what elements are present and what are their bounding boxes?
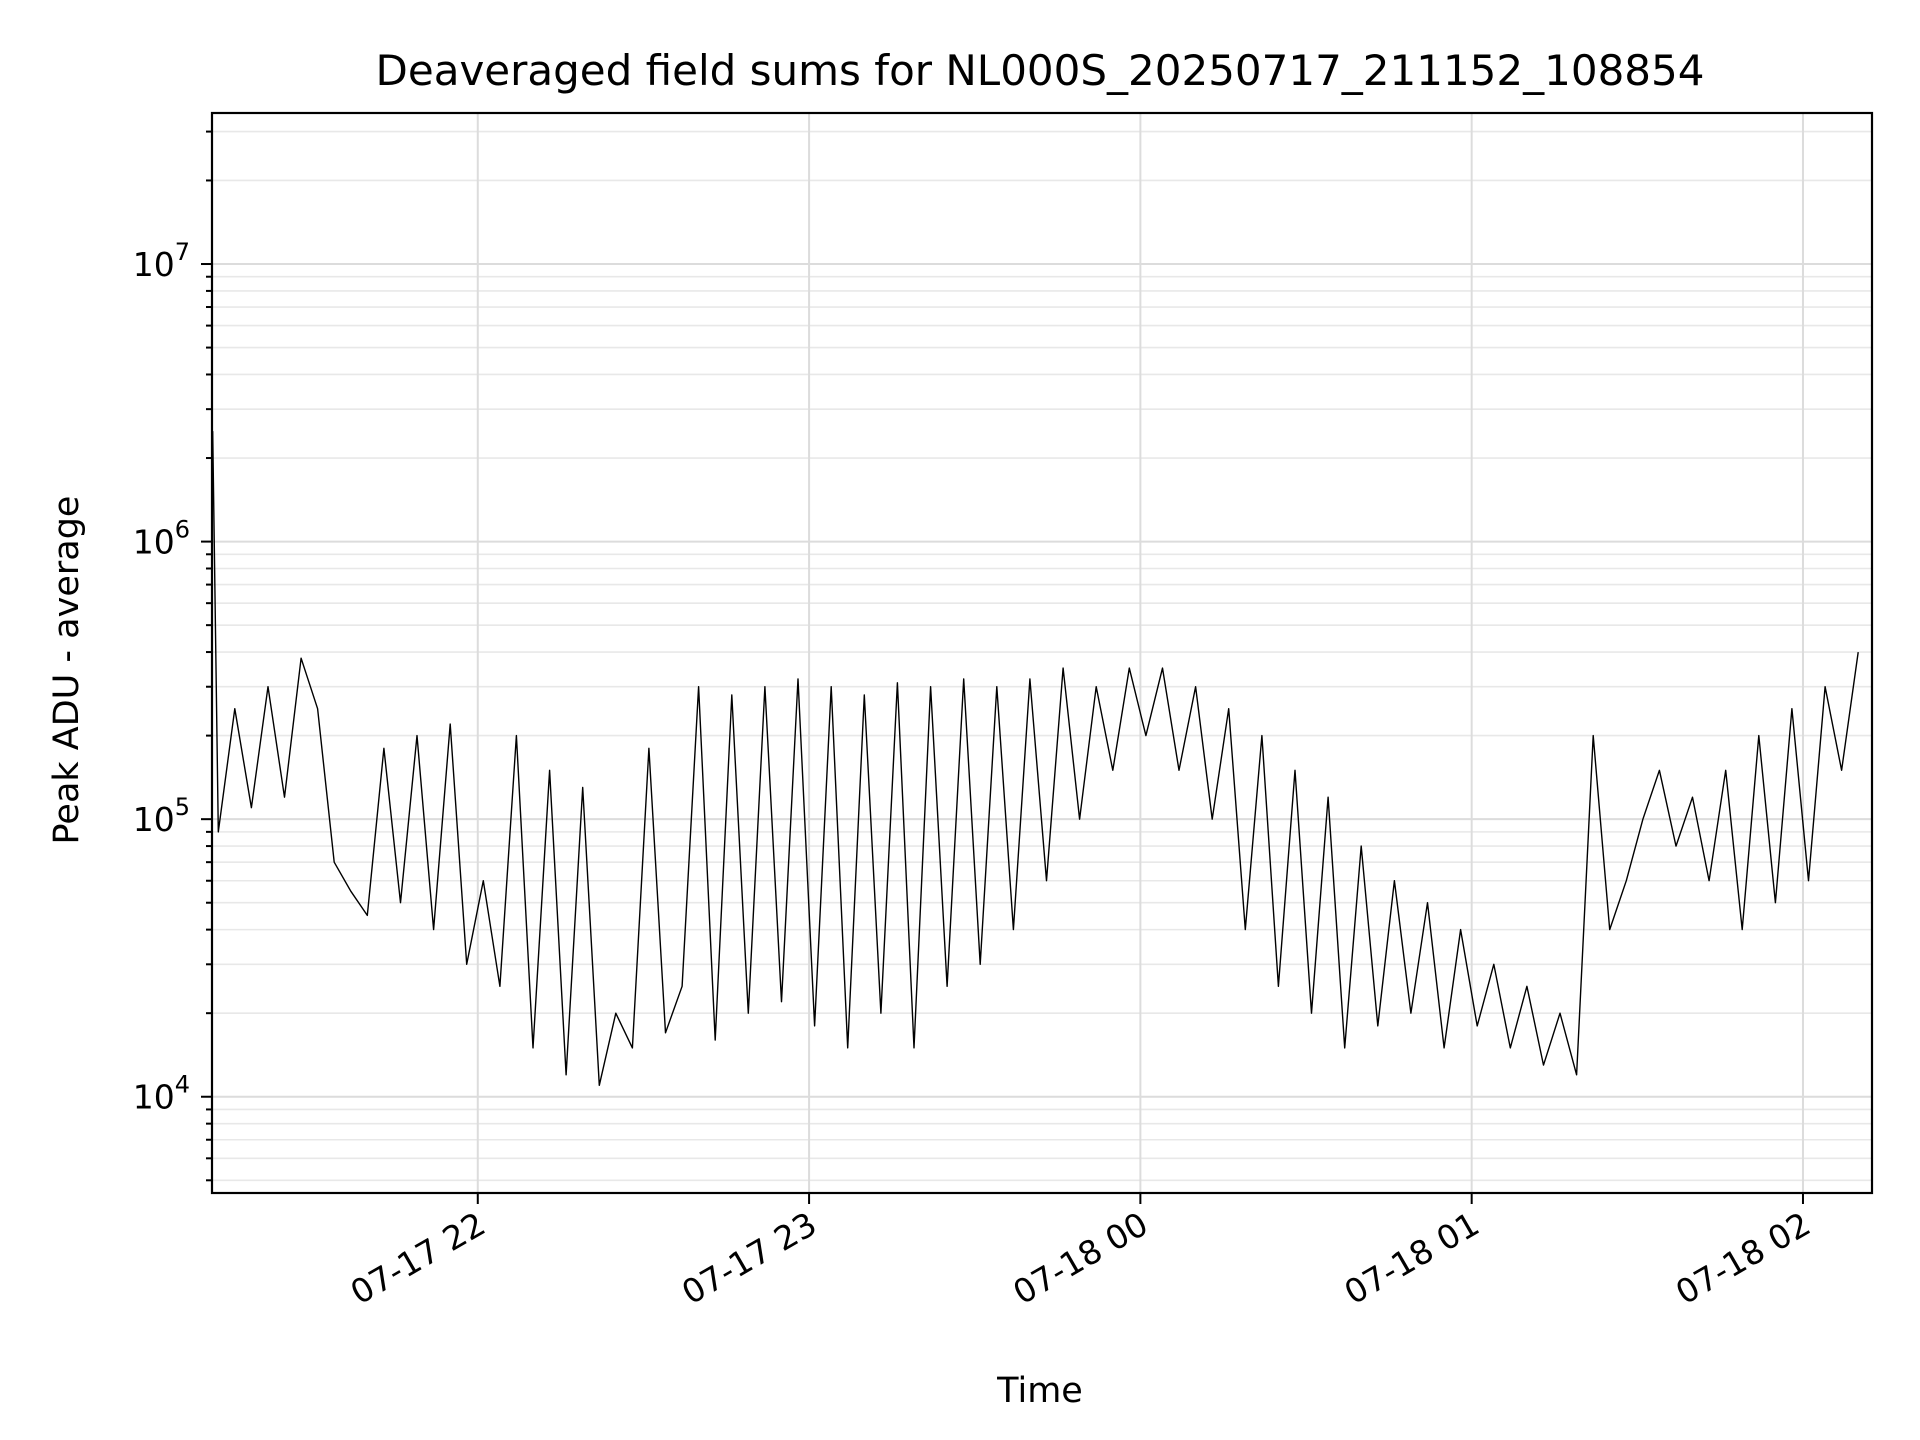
- series-layer: [212, 431, 1859, 1087]
- y-tick-label: 104: [133, 1071, 190, 1117]
- y-tick-label-exponent: 6: [175, 516, 190, 544]
- y-tick-label: 107: [133, 238, 190, 284]
- y-tick-label-exponent: 5: [175, 793, 190, 821]
- chart-title: Deaveraged field sums for NL000S_2025071…: [376, 46, 1705, 95]
- y-tick-label-base: 10: [133, 245, 175, 284]
- x-axis-label: Time: [996, 1371, 1083, 1411]
- y-tick-label-base: 10: [133, 523, 175, 562]
- y-tick-label: 106: [133, 516, 190, 562]
- y-tick-label-exponent: 4: [175, 1071, 190, 1099]
- y-tick-label-base: 10: [133, 1078, 175, 1117]
- y-tick-label-exponent: 7: [175, 238, 190, 266]
- y-tick-label: 105: [133, 793, 190, 839]
- y-tick-label-base: 10: [133, 800, 175, 839]
- y-axis-label: Peak ADU - average: [47, 496, 87, 845]
- series-line: [212, 431, 1859, 1087]
